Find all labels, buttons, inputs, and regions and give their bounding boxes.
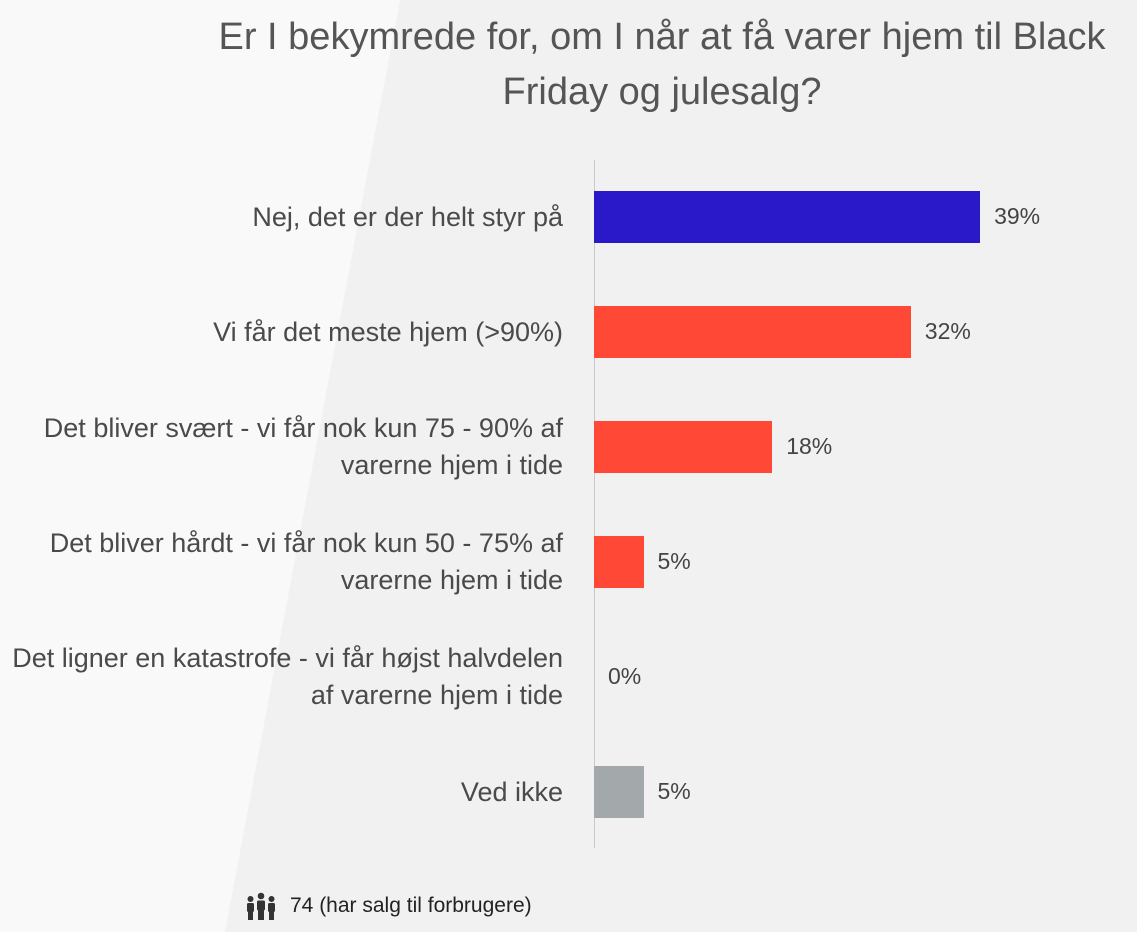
category-label: Det ligner en katastrofe - vi får højst … bbox=[12, 643, 563, 710]
category-label: Det bliver hårdt - vi får nok kun 50 - 7… bbox=[49, 528, 563, 595]
category-label: Det bliver svært - vi får nok kun 75 - 9… bbox=[43, 413, 563, 480]
value-label: 0% bbox=[608, 663, 642, 689]
category-label: Vi får det meste hjem (>90%) bbox=[213, 316, 563, 347]
bar bbox=[594, 536, 644, 588]
bar bbox=[594, 766, 644, 818]
chart-title: Er I bekymrede for, om I når at få varer… bbox=[218, 16, 1106, 113]
value-label: 39% bbox=[994, 203, 1041, 229]
sample-size-text: 74 (har salg til forbrugere) bbox=[290, 894, 532, 917]
people-icon bbox=[247, 892, 275, 920]
sample-size-note: 74 (har salg til forbrugere) bbox=[246, 892, 532, 920]
y-axis-line bbox=[594, 160, 595, 848]
value-label: 5% bbox=[657, 778, 691, 804]
value-label: 5% bbox=[657, 548, 691, 574]
value-label: 32% bbox=[924, 318, 971, 344]
category-label: Nej, det er der helt styr på bbox=[252, 201, 563, 232]
bar bbox=[594, 306, 911, 358]
category-label: Ved ikke bbox=[460, 776, 563, 807]
value-label: 18% bbox=[786, 433, 833, 459]
bar bbox=[594, 191, 981, 243]
bar bbox=[594, 421, 773, 473]
